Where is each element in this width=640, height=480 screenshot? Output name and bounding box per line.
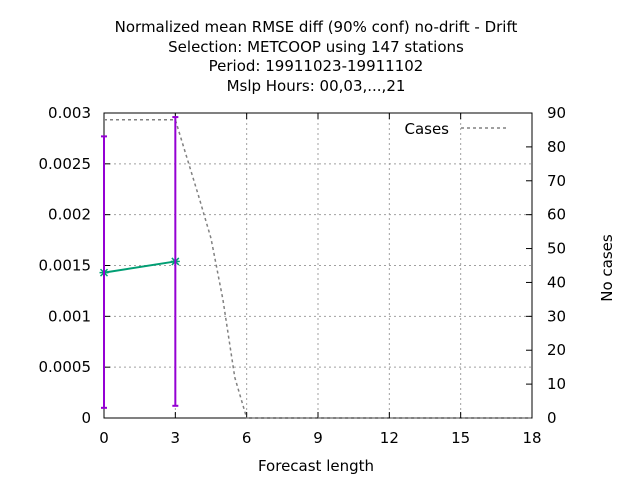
error-bar	[172, 116, 179, 407]
y-tick-label: 0	[81, 409, 91, 427]
x-tick-label: 9	[313, 429, 323, 447]
cases-line	[104, 119, 532, 419]
error-bar	[101, 135, 107, 409]
title-line-1: Normalized mean RMSE diff (90% conf) no-…	[115, 18, 518, 36]
title-line-4: Mslp Hours: 00,03,...,21	[227, 77, 406, 95]
y2-axis-label: No cases	[598, 234, 616, 302]
y-axis: 0 0.0005 0.001 0.0015 0.002 0.0025 0.003	[39, 104, 110, 427]
x-tick-label: 12	[380, 429, 399, 447]
y2-tick-label: 20	[547, 341, 566, 359]
y2-tick-label: 90	[547, 104, 566, 122]
y2-tick-label: 30	[547, 307, 566, 325]
y-tick-label: 0.001	[48, 307, 91, 325]
rmse-diff-line	[103, 260, 176, 274]
title-line-3: Period: 19911023-19911102	[209, 57, 424, 75]
y-tick-label: 0.0025	[39, 155, 92, 173]
y2-tick-label: 10	[547, 375, 566, 393]
y2-axis: 0 10 20 30 40 50 60 70 80 90	[526, 104, 566, 427]
grid	[104, 113, 532, 418]
y2-tick-label: 80	[547, 138, 566, 156]
x-tick-label: 15	[451, 429, 470, 447]
chart-title: Normalized mean RMSE diff (90% conf) no-…	[115, 18, 518, 95]
x-axis: 0 3 6 9 12 15 18	[99, 113, 542, 447]
y2-tick-label: 0	[547, 409, 557, 427]
x-axis-label: Forecast length	[258, 457, 374, 475]
y-tick-label: 0.0005	[39, 358, 92, 376]
error-bars	[101, 116, 179, 409]
x-tick-label: 6	[242, 429, 252, 447]
legend-label-cases: Cases	[404, 120, 449, 138]
x-tick-label: 18	[522, 429, 541, 447]
y-tick-label: 0.002	[48, 206, 91, 224]
y-tick-label: 0.0015	[39, 257, 92, 275]
y-tick-label: 0.003	[48, 104, 91, 122]
y2-tick-label: 60	[547, 206, 566, 224]
y2-tick-label: 40	[547, 273, 566, 291]
title-line-2: Selection: METCOOP using 147 stations	[168, 38, 464, 56]
series-layer	[99, 119, 532, 419]
legend: Cases	[404, 120, 506, 138]
y2-tick-label: 50	[547, 240, 566, 258]
x-tick-label: 3	[171, 429, 181, 447]
x-tick-label: 0	[99, 429, 109, 447]
y2-tick-label: 70	[547, 172, 566, 190]
